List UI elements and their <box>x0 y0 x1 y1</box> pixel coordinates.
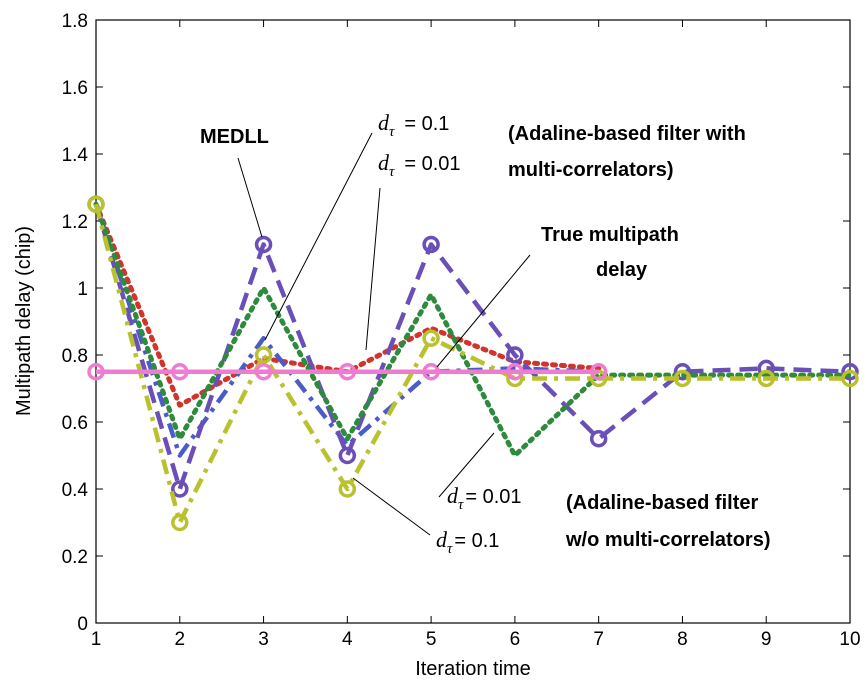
series-true_delay <box>87 363 608 381</box>
x-tick-label: 5 <box>426 629 437 650</box>
y-tick-label: 0.2 <box>62 547 88 568</box>
annotation-medll: MEDLL <box>200 126 269 148</box>
point-true_delay <box>87 363 105 381</box>
y-tick-label: 1 <box>77 279 88 300</box>
y-tick-label: 0.6 <box>62 413 88 434</box>
point-medll <box>171 480 189 498</box>
point-medll <box>673 363 692 381</box>
y-tick-label: 1.4 <box>62 145 89 166</box>
annotation-true-delay-line1: True multipath <box>541 224 679 246</box>
series-line-adaline_wo_0_01 <box>93 201 853 458</box>
point-adaline_wo_0_1 <box>841 369 859 388</box>
annotation-group-wo-line2: w/o multi-correlators) <box>565 529 770 551</box>
annotation-multi-dtau-0-01: dτ = 0.01 <box>378 150 461 180</box>
point-adaline_wo_0_1 <box>757 369 775 388</box>
leader-multi-0-01 <box>365 187 381 351</box>
series-adaline_multi_0_1 <box>93 203 599 458</box>
x-tick-label: 8 <box>677 629 688 650</box>
point-medll <box>422 235 440 254</box>
series-adaline_wo_0_1 <box>87 195 859 532</box>
point-true_delay <box>171 363 189 381</box>
annotation-leaders <box>237 132 531 536</box>
series-line-adaline_multi_0_1 <box>93 203 599 458</box>
x-axis-title: Iteration time <box>415 658 531 680</box>
x-tick-label: 9 <box>761 629 772 650</box>
y-tick-label: 1.6 <box>62 78 88 99</box>
point-medll <box>589 430 608 448</box>
annotation-multi-dtau-0-1: dτ = 0.1 <box>378 110 449 140</box>
x-tick-label: 10 <box>839 629 860 650</box>
y-tick-label: 0.4 <box>62 480 89 501</box>
point-true_delay <box>254 363 273 381</box>
y-tick-label: 1.2 <box>62 212 88 233</box>
point-adaline_wo_0_1 <box>87 195 105 213</box>
plot-frame <box>95 19 851 624</box>
y-axis-title: Multipath delay (chip) <box>13 226 35 416</box>
point-true_delay <box>422 363 440 381</box>
point-medll <box>841 363 859 381</box>
point-true_delay <box>506 363 524 381</box>
point-adaline_wo_0_1 <box>673 369 692 388</box>
leader-multi-0-1 <box>264 132 373 341</box>
series-line-medll <box>93 203 851 492</box>
leader-wo-0-01 <box>438 432 495 498</box>
annotation-group-wo-line1: (Adaline-based filter <box>566 492 758 514</box>
point-medll <box>338 446 357 465</box>
point-true_delay <box>338 363 357 381</box>
leader-wo-0-1 <box>352 477 431 536</box>
leader-true-delay <box>436 254 531 368</box>
x-tick-label: 7 <box>593 629 604 650</box>
series-adaline_multi_0_01 <box>93 201 602 408</box>
point-adaline_wo_0_1 <box>254 346 273 364</box>
x-tick-label: 4 <box>342 629 353 650</box>
point-adaline_wo_0_1 <box>338 480 357 498</box>
point-adaline_wo_0_1 <box>422 329 440 347</box>
x-tick-label: 2 <box>174 629 185 650</box>
series-layer <box>87 195 859 532</box>
point-medll <box>506 346 524 364</box>
y-tick-label: 0 <box>77 614 88 635</box>
point-medll <box>254 235 273 254</box>
series-medll <box>87 195 859 498</box>
leader-medll <box>237 157 263 238</box>
annotation-wo-dtau-0-1: dτ = 0.1 <box>436 527 499 557</box>
point-adaline_wo_0_1 <box>171 513 189 532</box>
x-tick-label: 6 <box>510 629 521 650</box>
annotation-group-multi-line1: (Adaline-based filter with <box>508 123 746 145</box>
annotation-wo-dtau-0-01: dτ = 0.01 <box>447 483 522 513</box>
y-tick-label: 0.8 <box>62 346 88 367</box>
axis-ticks: 1 2 3 4 5 6 7 8 9 10 0 0.2 0.4 0.6 0.8 1 1.2 1.4 1.6 1.8 <box>62 11 861 650</box>
series-line-adaline_multi_0_01 <box>93 201 602 408</box>
x-tick-label: 1 <box>91 629 102 650</box>
y-tick-label: 1.8 <box>62 11 88 32</box>
series-line-adaline_wo_0_1 <box>93 203 850 525</box>
annotation-group-multi-line2: multi-correlators) <box>508 159 674 181</box>
x-tick-label: 3 <box>258 629 269 650</box>
annotation-true-delay-line2: delay <box>596 259 648 281</box>
series-adaline_wo_0_01 <box>93 201 853 458</box>
point-true_delay <box>589 363 608 381</box>
